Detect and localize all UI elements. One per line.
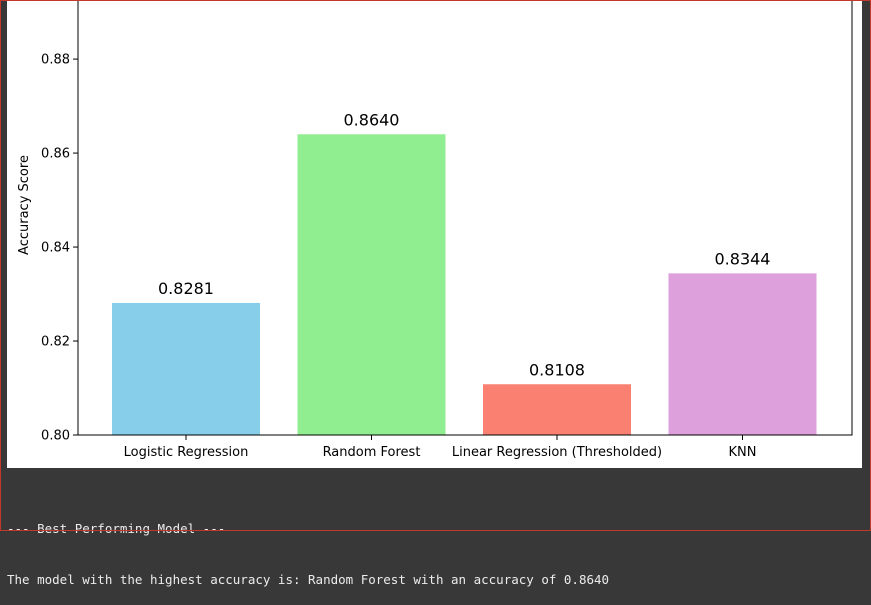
axes-frame <box>77 0 853 436</box>
x-tick-label: Linear Regression (Thresholded) <box>452 445 662 460</box>
bar-value-label: 0.8640 <box>344 110 400 129</box>
bar-value-label: 0.8344 <box>715 249 771 268</box>
bars <box>112 134 817 436</box>
y-tick-label: 0.80 <box>41 429 70 444</box>
bar <box>112 302 260 435</box>
bar <box>297 134 446 436</box>
y-tick-label: 0.84 <box>41 241 70 256</box>
y-axis-label: Accuracy Score <box>17 155 32 255</box>
x-axis-ticks: Logistic Regression Random Forest Linear R… <box>124 435 757 460</box>
y-axis-ticks: 0.80 0.82 0.84 0.86 0.88 <box>41 53 78 444</box>
bar <box>483 384 631 435</box>
bar <box>668 273 817 435</box>
bar-value-label: 0.8281 <box>158 279 214 298</box>
console-line-heading: --- Best Performing Model --- <box>7 521 226 536</box>
bar-value-label: 0.8108 <box>529 360 585 379</box>
value-labels: 0.8281 0.8640 0.8108 0.8344 <box>158 110 770 379</box>
plot-panel: 0.80 0.82 0.84 0.86 0.88 0.8281 0.8640 0.8108 0… <box>7 0 862 468</box>
y-tick-label: 0.88 <box>41 53 70 68</box>
console-output: --- Best Performing Model --- The model … <box>7 486 609 605</box>
x-tick-label: Logistic Regression <box>124 445 249 460</box>
y-tick-label: 0.82 <box>41 335 70 350</box>
console-line-result: The model with the highest accuracy is: … <box>7 572 610 587</box>
x-tick-label: KNN <box>729 445 757 460</box>
accuracy-bar-chart: 0.800.820.840.860.88 0.82810.86400.81080… <box>17 0 853 460</box>
y-tick-label: 0.86 <box>41 147 70 162</box>
x-tick-label: Random Forest <box>323 445 421 460</box>
